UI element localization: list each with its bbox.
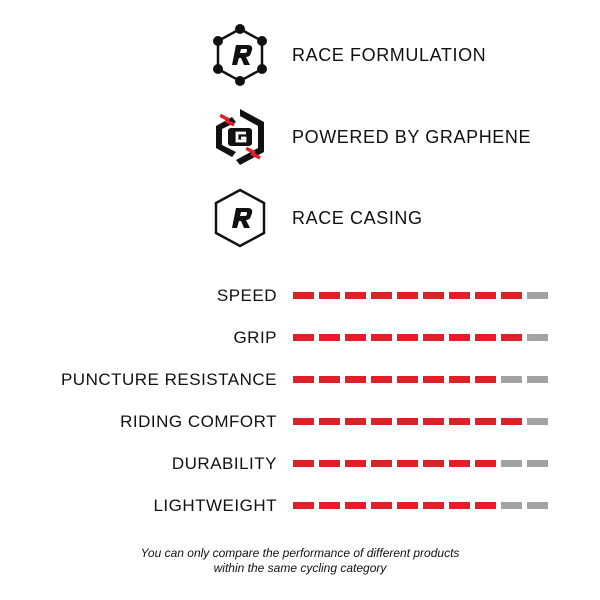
rating-label: SPEED: [216, 286, 277, 305]
rating-segment-filled: [475, 460, 496, 467]
rating-segment-filled: [371, 502, 392, 509]
rating-segment-empty: [527, 334, 548, 341]
rating-segment-filled: [345, 334, 366, 341]
graphene-icon: [216, 109, 264, 165]
rating-segment-filled: [449, 418, 470, 425]
rating-segment-filled: [293, 418, 314, 425]
rating-segment-filled: [397, 460, 418, 467]
rating-segment-filled: [319, 376, 340, 383]
rating-segment-empty: [527, 460, 548, 467]
rating-segment-empty: [527, 376, 548, 383]
rating-segment-filled: [501, 292, 522, 299]
rating-segment-filled: [449, 334, 470, 341]
feature-race-casing: RACE CASING: [206, 186, 586, 250]
rating-segment-filled: [319, 460, 340, 467]
rating-segment-filled: [397, 502, 418, 509]
rating-label: PUNCTURE RESISTANCE: [60, 370, 277, 389]
feature-graphene: POWERED BY GRAPHENE: [206, 105, 586, 169]
race-formulation-icon: [213, 24, 267, 86]
rating-segment-empty: [527, 418, 548, 425]
rating-segment-filled: [475, 502, 496, 509]
rating-segment-filled: [319, 502, 340, 509]
rating-label: GRIP: [233, 328, 277, 347]
rating-segment-filled: [423, 376, 444, 383]
rating-segment-filled: [319, 418, 340, 425]
rating-row: DURABILITY: [0, 454, 600, 474]
note-line-1: You can only compare the performance of …: [140, 546, 460, 560]
rating-segment-filled: [423, 334, 444, 341]
rating-segment-filled: [345, 502, 366, 509]
rating-segment-filled: [501, 334, 522, 341]
feature-label: RACE FORMULATION: [292, 44, 487, 65]
rating-segment-filled: [293, 460, 314, 467]
rating-segment-empty: [527, 292, 548, 299]
rating-segment-filled: [397, 376, 418, 383]
rating-segment-filled: [345, 418, 366, 425]
rating-segment-filled: [319, 292, 340, 299]
rating-segment-filled: [371, 292, 392, 299]
rating-segment-filled: [449, 376, 470, 383]
rating-segment-filled: [345, 292, 366, 299]
rating-segment-filled: [501, 418, 522, 425]
rating-segment-filled: [293, 502, 314, 509]
rating-segment-filled: [423, 418, 444, 425]
rating-label: LIGHTWEIGHT: [153, 496, 277, 515]
rating-segment-empty: [501, 460, 522, 467]
rating-segment-empty: [501, 376, 522, 383]
rating-segment-filled: [475, 418, 496, 425]
race-casing-icon: [214, 188, 266, 248]
rating-segment-filled: [345, 376, 366, 383]
feature-label: RACE CASING: [292, 207, 423, 228]
rating-label: DURABILITY: [171, 454, 277, 473]
rating-segment-filled: [293, 376, 314, 383]
rating-segment-filled: [423, 460, 444, 467]
rating-segment-filled: [475, 376, 496, 383]
rating-segment-filled: [449, 502, 470, 509]
rating-segment-filled: [371, 418, 392, 425]
rating-segment-filled: [345, 460, 366, 467]
rating-row: LIGHTWEIGHT: [0, 496, 600, 516]
rating-segment-filled: [319, 334, 340, 341]
note-line-2: within the same cycling category: [213, 561, 387, 575]
feature-label: POWERED BY GRAPHENE: [292, 126, 532, 147]
comparison-note: You can only compare the performance of …: [0, 546, 600, 576]
rating-segment-filled: [397, 334, 418, 341]
rating-segment-filled: [371, 376, 392, 383]
rating-segment-filled: [397, 418, 418, 425]
rating-segment-filled: [371, 460, 392, 467]
rating-segment-filled: [293, 334, 314, 341]
rating-segment-filled: [475, 334, 496, 341]
rating-segment-filled: [449, 292, 470, 299]
rating-label: RIDING COMFORT: [120, 412, 277, 431]
rating-segment-filled: [475, 292, 496, 299]
rating-segment-empty: [527, 502, 548, 509]
rating-segment-empty: [501, 502, 522, 509]
rating-segment-filled: [423, 292, 444, 299]
rating-segment-filled: [371, 334, 392, 341]
rating-row: SPEED: [0, 286, 600, 306]
rating-row: RIDING COMFORT: [0, 412, 600, 432]
rating-segment-filled: [397, 292, 418, 299]
rating-segment-filled: [449, 460, 470, 467]
rating-segment-filled: [423, 502, 444, 509]
rating-row: PUNCTURE RESISTANCE: [0, 370, 600, 390]
rating-segment-filled: [293, 292, 314, 299]
feature-race-formulation: RACE FORMULATION: [206, 23, 586, 87]
rating-row: GRIP: [0, 328, 600, 348]
